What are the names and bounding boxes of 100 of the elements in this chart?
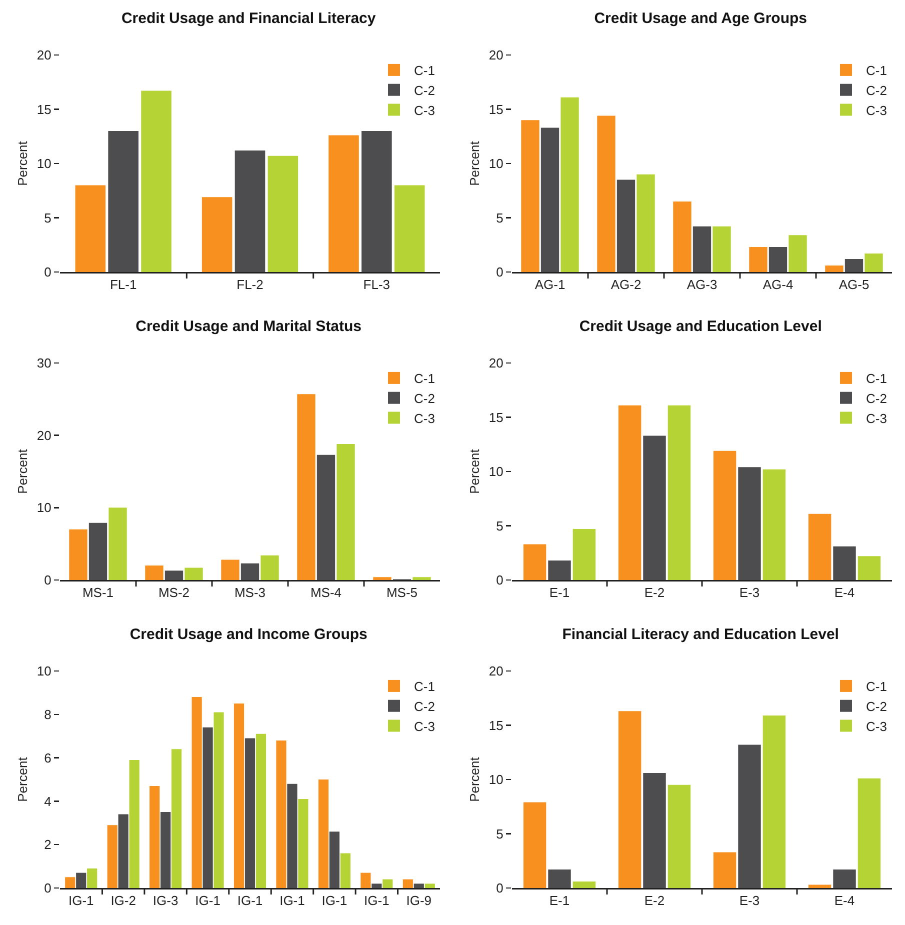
bar xyxy=(412,577,431,580)
bar xyxy=(643,436,666,580)
x-tick-label: E-2 xyxy=(644,585,665,600)
chart-title: Credit Usage and Income Groups xyxy=(130,626,368,643)
bar xyxy=(788,235,807,272)
bar xyxy=(87,868,98,888)
y-tick-label: 20 xyxy=(36,48,52,63)
legend-label: C-2 xyxy=(866,698,887,714)
x-tick-label: AG-4 xyxy=(762,277,794,292)
legend-label: C-2 xyxy=(866,390,887,406)
bar xyxy=(360,872,371,888)
bar xyxy=(618,711,642,888)
bar xyxy=(244,738,256,888)
bar xyxy=(738,744,761,888)
x-tick-label: FL-1 xyxy=(110,277,137,292)
legend-label: C-3 xyxy=(414,718,435,734)
y-tick-label: 6 xyxy=(44,750,52,766)
bar xyxy=(240,563,260,580)
y-tick-label: 20 xyxy=(488,48,504,63)
bar xyxy=(414,884,424,888)
bar xyxy=(192,697,202,888)
y-tick-label: 15 xyxy=(36,102,52,117)
legend-label: C-3 xyxy=(866,102,887,118)
bar xyxy=(328,135,359,272)
y-tick-label: 4 xyxy=(44,794,52,809)
y-axis-title: Percent xyxy=(14,448,30,494)
legend-label: C-1 xyxy=(414,371,435,386)
bar xyxy=(749,247,768,272)
legend-label: C-2 xyxy=(414,390,435,406)
bar xyxy=(362,130,392,272)
x-tick-label: FL-2 xyxy=(236,277,264,292)
legend-label: C-2 xyxy=(866,82,887,98)
bar xyxy=(160,812,171,888)
bar xyxy=(768,247,788,272)
bar xyxy=(424,884,435,888)
y-tick-label: 5 xyxy=(496,210,504,226)
bar xyxy=(616,180,636,272)
legend-label: C-1 xyxy=(414,63,435,78)
x-tick-label: IG-2 xyxy=(110,893,136,908)
bar xyxy=(340,853,350,888)
x-tick-label: MS-2 xyxy=(158,585,190,600)
x-tick-label: IG-1 xyxy=(280,893,305,908)
y-tick-label: 0 xyxy=(496,264,504,280)
bar xyxy=(523,544,546,580)
x-tick-label: IG-1 xyxy=(195,893,220,908)
bar xyxy=(572,881,596,888)
bar xyxy=(618,405,642,580)
legend-label: C-3 xyxy=(866,718,887,734)
bar xyxy=(668,784,691,888)
bar xyxy=(738,467,761,580)
x-tick-label: MS-4 xyxy=(310,585,342,600)
bar xyxy=(184,568,203,580)
y-tick-label: 0 xyxy=(496,880,504,896)
y-tick-label: 10 xyxy=(488,772,504,788)
legend-label: C-1 xyxy=(414,679,435,694)
y-tick-label: 10 xyxy=(36,500,52,516)
bar xyxy=(572,529,596,580)
x-tick-label: IG-1 xyxy=(68,893,94,908)
bar xyxy=(171,749,182,888)
y-tick-label: 20 xyxy=(488,356,504,371)
y-tick-label: 15 xyxy=(488,102,504,117)
y-tick-label: 20 xyxy=(488,664,504,679)
x-tick-label: IG-1 xyxy=(237,893,263,908)
legend-label: C-2 xyxy=(414,698,435,714)
y-tick-label: 5 xyxy=(44,210,52,226)
x-tick-label: E-1 xyxy=(549,893,570,908)
y-tick-label: 0 xyxy=(44,880,52,896)
bar xyxy=(844,258,864,272)
bar xyxy=(202,197,232,272)
y-tick-label: 5 xyxy=(496,518,504,534)
bar xyxy=(548,560,571,580)
bar xyxy=(713,450,736,580)
bar xyxy=(69,529,88,580)
y-tick-label: 10 xyxy=(36,156,52,172)
x-tick-label: E-4 xyxy=(834,585,855,600)
bar xyxy=(833,546,856,580)
y-tick-label: 0 xyxy=(44,264,52,280)
bar xyxy=(75,185,106,272)
x-tick-label: IG-1 xyxy=(322,893,348,908)
bar xyxy=(394,185,425,272)
bar xyxy=(858,778,881,888)
bar xyxy=(762,469,786,580)
bar xyxy=(372,884,382,888)
y-tick-label: 30 xyxy=(36,356,52,371)
legend-label: C-1 xyxy=(866,371,887,386)
bar xyxy=(336,444,355,580)
y-axis-title: Percent xyxy=(14,140,30,186)
legend-label: C-1 xyxy=(866,63,887,78)
x-tick-label: E-2 xyxy=(644,893,665,908)
bar xyxy=(825,265,844,272)
bar xyxy=(88,522,108,580)
bar xyxy=(318,780,329,888)
x-tick-label: AG-3 xyxy=(686,277,718,292)
x-tick-label: MS-1 xyxy=(82,585,114,600)
x-tick-label: E-4 xyxy=(834,893,855,908)
bar xyxy=(858,556,881,580)
y-axis-title: Percent xyxy=(466,756,482,802)
y-axis-title: Percent xyxy=(466,448,482,494)
y-tick-label: 20 xyxy=(36,428,52,443)
x-tick-label: IG-3 xyxy=(152,893,178,908)
